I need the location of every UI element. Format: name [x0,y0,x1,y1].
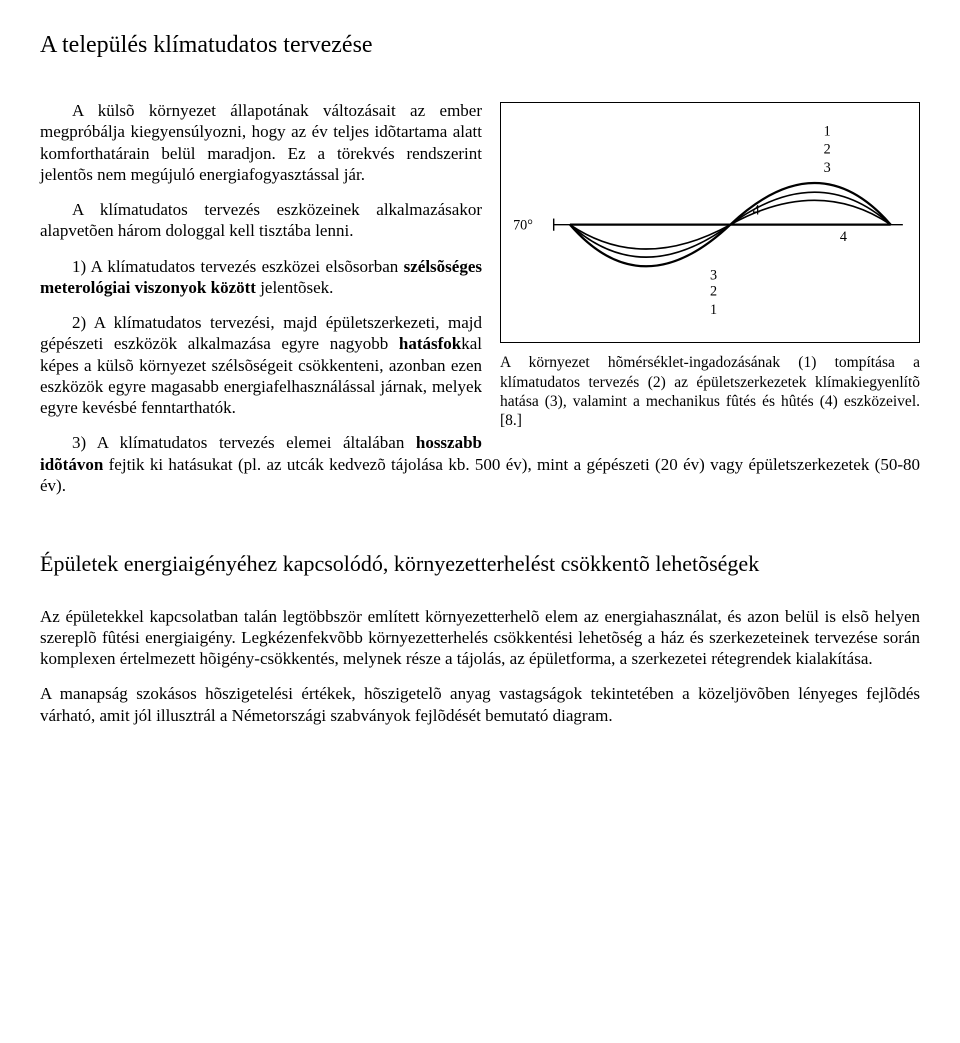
p5-pre: 3) A klímatudatos tervezés elemei általá… [72,433,416,452]
p3-post: jelentõsek. [256,278,333,297]
page-title: A település klímatudatos tervezése [40,30,920,60]
p5-post: fejtik ki hatásukat (pl. az utcák kedvez… [40,455,920,495]
section-heading-buildings: Épületek energiaigényéhez kapcsolódó, kö… [40,550,920,578]
p4-bold: hatásfok [399,334,461,353]
figure-block: 70°12344321 A környezet hõmérséklet-inga… [500,102,920,431]
svg-text:3: 3 [824,160,831,176]
figure-frame: 70°12344321 [500,102,920,343]
svg-text:2: 2 [824,142,831,158]
paragraph-buildings-2: A manapság szokásos hõszigetelési értéke… [40,683,920,726]
figure-caption: A környezet hõmérséklet-ingadozásának (1… [500,353,920,431]
paragraph-buildings-1: Az épületekkel kapcsolatban talán legtöb… [40,606,920,670]
temperature-damping-figure: 70°12344321 [507,113,913,336]
svg-text:3: 3 [710,267,717,283]
svg-text:4: 4 [840,229,847,245]
svg-text:2: 2 [710,284,717,300]
svg-text:70°: 70° [513,218,533,234]
paragraph-point-3: 3) A klímatudatos tervezés elemei általá… [40,432,920,496]
svg-text:1: 1 [824,123,831,139]
svg-text:4: 4 [753,202,760,218]
svg-text:1: 1 [710,302,717,318]
p3-pre: 1) A klímatudatos tervezés eszközei elsõ… [72,257,404,276]
